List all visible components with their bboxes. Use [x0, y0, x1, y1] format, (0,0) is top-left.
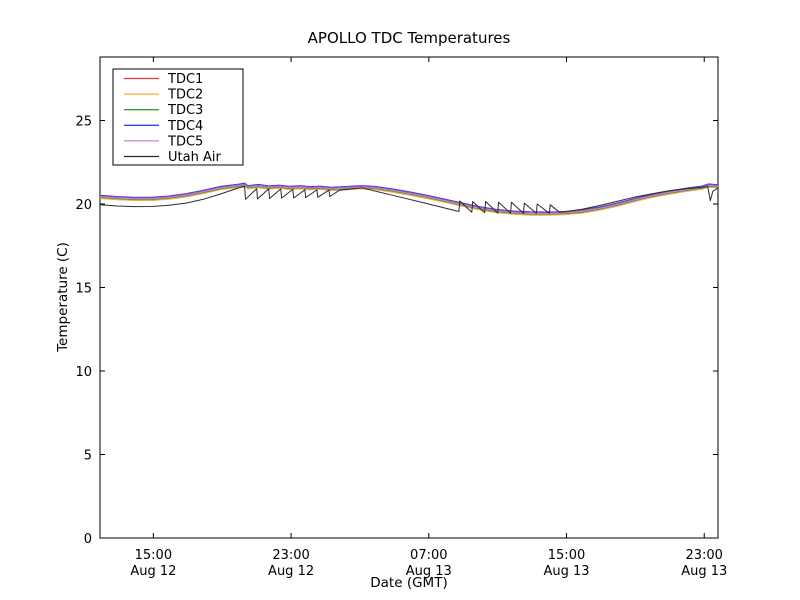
series-line-tdc4 [99, 182, 719, 213]
x-tick-label-time: 15:00 [135, 548, 172, 563]
x-tick-label-date: Aug 13 [681, 564, 727, 579]
x-axis-label: Date (GMT) [370, 575, 448, 591]
series-line-utah-air [99, 185, 719, 214]
legend-label-tdc3: TDC3 [167, 103, 203, 118]
x-tick-label-date: Aug 13 [406, 564, 452, 579]
x-tick-label-date: Aug 13 [543, 564, 589, 579]
chart-title: APOLLO TDC Temperatures [307, 29, 511, 47]
x-tick-label-date: Aug 12 [268, 564, 314, 579]
x-tick-label-time: 07:00 [410, 548, 447, 563]
axes-frame [99, 56, 719, 539]
series-line-tdc3 [99, 184, 719, 215]
legend-label-tdc4: TDC4 [167, 119, 203, 134]
y-tick-label: 5 [84, 448, 92, 463]
y-tick-label: 10 [75, 365, 92, 380]
x-tick-label-date: Aug 12 [130, 564, 176, 579]
x-tick-label-time: 15:00 [548, 548, 585, 563]
y-tick-label: 20 [75, 198, 92, 213]
legend-label-tdc1: TDC1 [167, 72, 203, 87]
y-tick-label: 0 [84, 532, 92, 547]
legend-label-tdc2: TDC2 [167, 88, 203, 103]
y-tick-label: 25 [75, 114, 92, 129]
y-tick-label: 15 [75, 281, 92, 296]
series-line-tdc5 [99, 184, 719, 214]
series-line-tdc1 [99, 183, 719, 214]
x-tick-label-time: 23:00 [685, 548, 722, 563]
legend-label-utah-air: Utah Air [168, 150, 221, 165]
legend-box [112, 68, 244, 166]
x-tick-label-time: 23:00 [272, 548, 309, 563]
legend-label-tdc5: TDC5 [167, 134, 203, 149]
